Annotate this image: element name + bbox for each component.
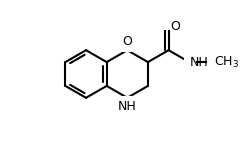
Text: NH: NH bbox=[118, 100, 137, 113]
Text: NH: NH bbox=[190, 56, 209, 69]
FancyBboxPatch shape bbox=[122, 96, 133, 104]
Text: CH$_3$: CH$_3$ bbox=[214, 54, 240, 70]
FancyBboxPatch shape bbox=[209, 58, 221, 66]
FancyBboxPatch shape bbox=[184, 58, 196, 66]
Text: O: O bbox=[170, 20, 180, 33]
Text: O: O bbox=[122, 35, 132, 48]
FancyBboxPatch shape bbox=[164, 22, 176, 30]
FancyBboxPatch shape bbox=[122, 44, 133, 52]
